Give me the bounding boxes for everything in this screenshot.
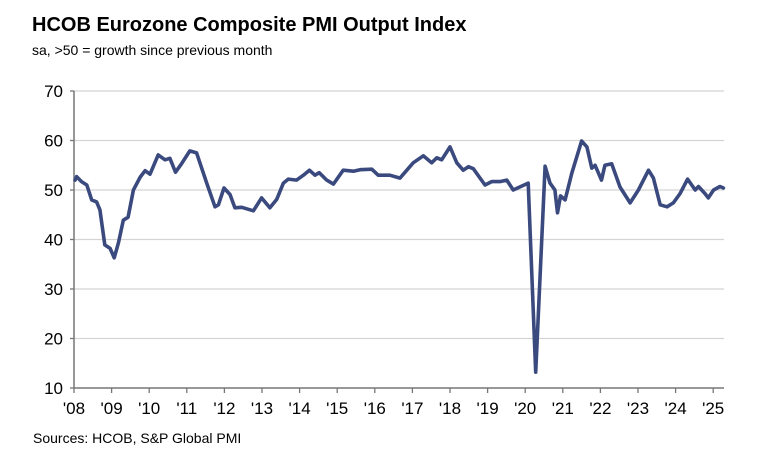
- x-tick-label: '21: [552, 399, 574, 418]
- x-tick-label: '08: [63, 399, 85, 418]
- y-tick-label: 50: [44, 181, 63, 200]
- x-tick-label: '13: [251, 399, 273, 418]
- y-tick-label: 30: [44, 280, 63, 299]
- chart-source: Sources: HCOB, S&P Global PMI: [33, 430, 242, 446]
- y-tick-label: 60: [44, 132, 63, 151]
- x-tick-label: '11: [176, 399, 197, 418]
- x-tick-label: '16: [364, 399, 386, 418]
- x-tick-label: '18: [439, 399, 461, 418]
- y-tick-label: 70: [44, 82, 63, 101]
- x-tick-label: '19: [477, 399, 499, 418]
- x-tick-label: '22: [589, 399, 611, 418]
- x-tick-label: '25: [702, 399, 724, 418]
- x-tick-label: '14: [289, 399, 311, 418]
- x-tick-label: '15: [326, 399, 348, 418]
- y-tick-label: 20: [44, 330, 63, 349]
- chart-subtitle: sa, >50 = growth since previous month: [32, 42, 273, 58]
- x-tick-label: '24: [665, 399, 687, 418]
- chart-title: HCOB Eurozone Composite PMI Output Index: [32, 14, 467, 36]
- x-tick-label: '12: [213, 399, 235, 418]
- x-tick-label: '17: [401, 399, 423, 418]
- x-tick-label: '10: [138, 399, 160, 418]
- x-tick-label: '23: [627, 399, 649, 418]
- x-tick-label: '09: [101, 399, 123, 418]
- series-line: [73, 139, 726, 375]
- y-tick-label: 10: [44, 379, 63, 398]
- y-tick-label: 40: [44, 231, 63, 250]
- x-tick-label: '20: [514, 399, 536, 418]
